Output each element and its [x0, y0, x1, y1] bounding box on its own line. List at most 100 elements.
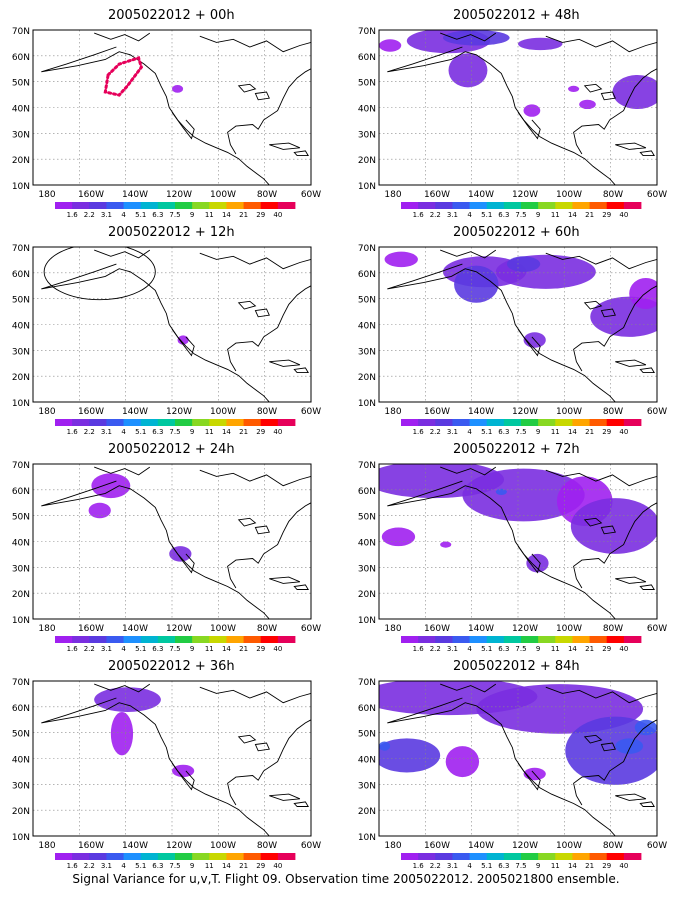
colorbar-segment — [89, 202, 107, 209]
coastline — [199, 686, 311, 704]
lon-tick-label: 120W — [166, 190, 192, 200]
colorbar-segment — [209, 636, 227, 643]
colorbar-segment — [260, 419, 279, 426]
colorbar-segment — [72, 636, 90, 643]
lat-tick-label: 30N — [358, 347, 376, 357]
lat-tick-label: 50N — [358, 513, 376, 523]
coastline — [545, 686, 657, 704]
lake-outline — [254, 308, 270, 318]
lake-outline — [237, 83, 257, 93]
lon-tick-label: 80W — [257, 190, 277, 200]
coastline — [440, 683, 497, 693]
lon-tick-label: 100W — [210, 841, 236, 851]
colorbar-label: 2.2 — [430, 211, 441, 219]
colorbar-label: 2.2 — [84, 211, 95, 219]
lat-tick-label: 70N — [358, 678, 376, 688]
colorbar-label: 3.1 — [101, 428, 112, 436]
lon-tick-label: 100W — [210, 407, 236, 417]
lake-outline — [237, 517, 257, 527]
lon-tick-label: 160W — [424, 407, 450, 417]
colorbar-segment — [260, 202, 279, 209]
colorbar-label: 3.1 — [101, 211, 112, 219]
colorbar-segment — [175, 202, 193, 209]
colorbar-label: 1.6 — [413, 645, 425, 653]
lat-tick-label: 40N — [12, 756, 30, 766]
colorbar-label: 7.5 — [515, 428, 526, 436]
lat-tick-label: 60N — [12, 270, 30, 280]
map-area — [33, 30, 311, 185]
colorbar-segment — [157, 853, 176, 860]
colorbar-label: 9 — [536, 645, 540, 653]
variance-contour — [91, 473, 131, 499]
variance-contour — [379, 738, 441, 773]
colorbar-label: 29 — [256, 428, 265, 436]
colorbar-label: 4 — [121, 645, 126, 653]
variance-contour — [629, 278, 657, 309]
island-outline — [639, 801, 656, 807]
colorbar-segment — [401, 419, 419, 426]
colorbar-segment — [538, 202, 556, 209]
colorbar-label: 14 — [222, 862, 231, 870]
colorbar-segment — [89, 853, 107, 860]
colorbar-label: 11 — [551, 645, 560, 653]
colorbar-label: 29 — [256, 862, 265, 870]
colorbar-segment — [538, 853, 556, 860]
coastline — [171, 111, 195, 140]
variance-contour — [448, 53, 488, 88]
colorbar-label: 21 — [239, 428, 248, 436]
colorbar-label: 3.1 — [101, 862, 112, 870]
colorbar-label: 6.3 — [152, 645, 163, 653]
island-outline — [639, 150, 655, 157]
colorbar-segment — [140, 636, 159, 643]
colorbar-segment — [277, 853, 296, 860]
lon-tick-label: 120W — [512, 407, 538, 417]
colorbar-segment — [623, 636, 642, 643]
lon-tick-label: 100W — [556, 407, 582, 417]
variance-contour — [565, 716, 657, 785]
coastline — [517, 111, 541, 140]
map-area — [379, 464, 657, 619]
colorbar-label: 29 — [602, 862, 611, 870]
colorbar-segment — [123, 202, 142, 209]
lon-tick-label: 140W — [468, 407, 494, 417]
colorbar-segment — [209, 853, 227, 860]
map-frame — [378, 463, 658, 620]
map-panel-72h: 70N 60N 50N 40N 30N 20N 10N 180 160W 140W 120W 100W… — [358, 461, 667, 653]
lat-tick-label: 50N — [358, 730, 376, 740]
lake-outline — [600, 525, 616, 535]
colorbar-label: 29 — [256, 645, 265, 653]
panel-title-72h: 2005022012 + 72h — [453, 442, 580, 457]
map-frame — [32, 29, 312, 186]
lon-tick-label: 140W — [468, 190, 494, 200]
colorbar-label: 2.2 — [430, 862, 441, 870]
colorbar-label: 5.1 — [481, 428, 492, 436]
lat-tick-label: 30N — [12, 781, 30, 791]
panel-title-84h: 2005022012 + 84h — [453, 659, 580, 674]
colorbar-segment — [209, 419, 227, 426]
colorbar-label: 40 — [273, 862, 282, 870]
lon-tick-label: 140W — [122, 190, 148, 200]
figure-caption: Signal Variance for u,v,T. Flight 09. Ob… — [72, 872, 620, 886]
colorbar-segment — [521, 636, 539, 643]
colorbar-label: 6.3 — [498, 428, 509, 436]
lon-tick-label: 60W — [647, 841, 667, 851]
colorbar-segment — [106, 853, 124, 860]
colorbar-label: 7.5 — [515, 862, 526, 870]
variance-contour — [462, 468, 585, 522]
map-area — [33, 247, 311, 402]
colorbar-label: 1.6 — [67, 428, 79, 436]
lake-outline — [254, 91, 270, 101]
lon-tick-label: 80W — [603, 407, 623, 417]
variance-contour — [454, 265, 499, 303]
map-frame — [32, 463, 312, 620]
colorbar-label: 14 — [568, 645, 577, 653]
island-outline — [293, 584, 310, 590]
colorbar-label: 11 — [205, 645, 214, 653]
lat-tick-label: 30N — [12, 130, 30, 140]
colorbar-segment — [555, 202, 573, 209]
colorbar-segment — [589, 853, 608, 860]
lon-tick-label: 60W — [647, 190, 667, 200]
variance-contour — [570, 498, 657, 554]
map-frame — [32, 246, 312, 403]
